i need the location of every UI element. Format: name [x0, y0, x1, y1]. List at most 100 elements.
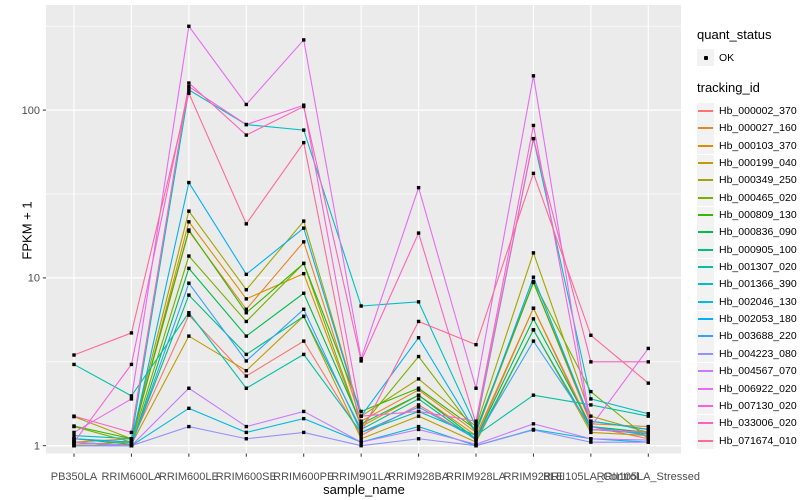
data-point: [187, 313, 191, 317]
data-point: [359, 427, 363, 432]
data-point: [187, 209, 191, 213]
line-swatch-icon: [698, 404, 713, 407]
legend-item-label: Hb_000199_040: [719, 157, 797, 170]
data-point: [416, 427, 421, 432]
legend-tracking-id-title: tracking_id: [697, 80, 760, 96]
data-point: [646, 433, 650, 438]
data-point: [359, 430, 363, 435]
data-point: [302, 240, 306, 244]
data-point: [359, 444, 363, 448]
data-point: [244, 222, 248, 226]
data-point: [187, 220, 191, 224]
line-swatch-icon: [698, 162, 713, 165]
x-tick-label: RRIM928LE: [503, 471, 563, 483]
x-tick-label: RRIM928LA: [446, 471, 507, 483]
legend-item: Hb_000103_370: [692, 137, 798, 155]
data-point: [531, 422, 536, 426]
data-point: [474, 437, 478, 441]
data-point: [589, 430, 593, 435]
data-point: [359, 359, 363, 363]
legend-item-ok: OK: [692, 49, 798, 67]
data-point: [359, 440, 363, 444]
data-point: [646, 438, 650, 442]
data-point: [531, 251, 536, 255]
data-point: [531, 428, 536, 432]
data-point: [589, 419, 593, 423]
data-point: [244, 311, 248, 315]
line-swatch-icon: [698, 214, 713, 217]
data-point: [302, 352, 306, 357]
legend-item: Hb_000905_100: [692, 241, 798, 259]
data-point: [302, 291, 306, 295]
data-point: [187, 311, 191, 315]
data-point: [359, 422, 363, 426]
legend-item-label: Hb_002046_130: [719, 295, 797, 308]
data-point: [359, 356, 363, 361]
legend-item: Hb_004223_080: [692, 345, 798, 363]
data-point: [302, 416, 306, 421]
data-point: [187, 228, 191, 232]
legend-key: [697, 171, 714, 189]
data-point: [129, 444, 134, 448]
data-point: [416, 409, 421, 414]
legend-item: Hb_033006_020: [692, 414, 798, 432]
y-tick-label: 1: [34, 441, 40, 453]
data-point: [359, 409, 363, 414]
data-point: [244, 386, 248, 390]
line-swatch-icon: [698, 179, 713, 182]
data-point: [416, 437, 421, 441]
data-point: [531, 393, 536, 397]
legend-key: [697, 102, 714, 120]
legend-item-label: Hb_000103_370: [719, 139, 797, 152]
line-swatch-icon: [698, 300, 713, 303]
legend-key: [697, 258, 714, 276]
legend-item: Hb_001366_390: [692, 275, 798, 293]
data-point: [302, 314, 306, 319]
data-point: [646, 360, 650, 364]
data-point: [129, 397, 134, 401]
data-point: [244, 437, 248, 441]
legend-key: [697, 154, 714, 172]
legend-item-label: Hb_000905_100: [719, 243, 797, 256]
legend-tracking-items: Hb_000002_370 Hb_000027_160 Hb_000103_370 H…: [692, 102, 798, 450]
data-point: [416, 185, 421, 190]
data-point: [244, 374, 248, 378]
data-point: [646, 414, 650, 418]
data-point: [474, 342, 478, 347]
data-point: [531, 171, 536, 176]
data-point: [646, 346, 650, 351]
data-point: [244, 272, 248, 277]
data-point: [416, 354, 421, 359]
data-point: [474, 430, 478, 435]
data-point: [187, 88, 191, 92]
legend-item: Hb_004567_070: [692, 362, 798, 380]
x-tick-label: RRII105LA_Stressed: [597, 471, 700, 483]
data-point: [416, 319, 421, 324]
legend-item: Hb_002046_130: [692, 293, 798, 311]
legend-item-label: Hb_001307_020: [719, 261, 797, 274]
data-point: [244, 133, 248, 137]
line-swatch-icon: [698, 127, 713, 130]
data-point: [531, 339, 536, 343]
legend-item: Hb_006922_020: [692, 380, 798, 398]
data-point: [187, 293, 191, 297]
x-tick-label: RRIM600LA: [101, 471, 162, 483]
data-point: [474, 433, 478, 438]
legend-quant-status-title: quant_status: [697, 27, 772, 42]
plot-panel: [46, 5, 681, 454]
legend-key: [697, 345, 714, 363]
point-icon: [703, 55, 708, 60]
data-point: [531, 123, 536, 128]
data-point: [646, 412, 650, 416]
data-point: [187, 266, 191, 271]
data-point: [244, 424, 248, 429]
line-swatch-icon: [698, 283, 713, 286]
legend-key: [697, 432, 714, 450]
data-point: [302, 307, 306, 311]
data-point: [589, 360, 593, 364]
legend-item-label: OK: [719, 51, 735, 64]
data-point: [302, 226, 306, 230]
data-point: [589, 414, 593, 418]
legend: quant_status OK tracking_id Hb_000002_37…: [692, 27, 798, 450]
data-point: [531, 275, 536, 279]
